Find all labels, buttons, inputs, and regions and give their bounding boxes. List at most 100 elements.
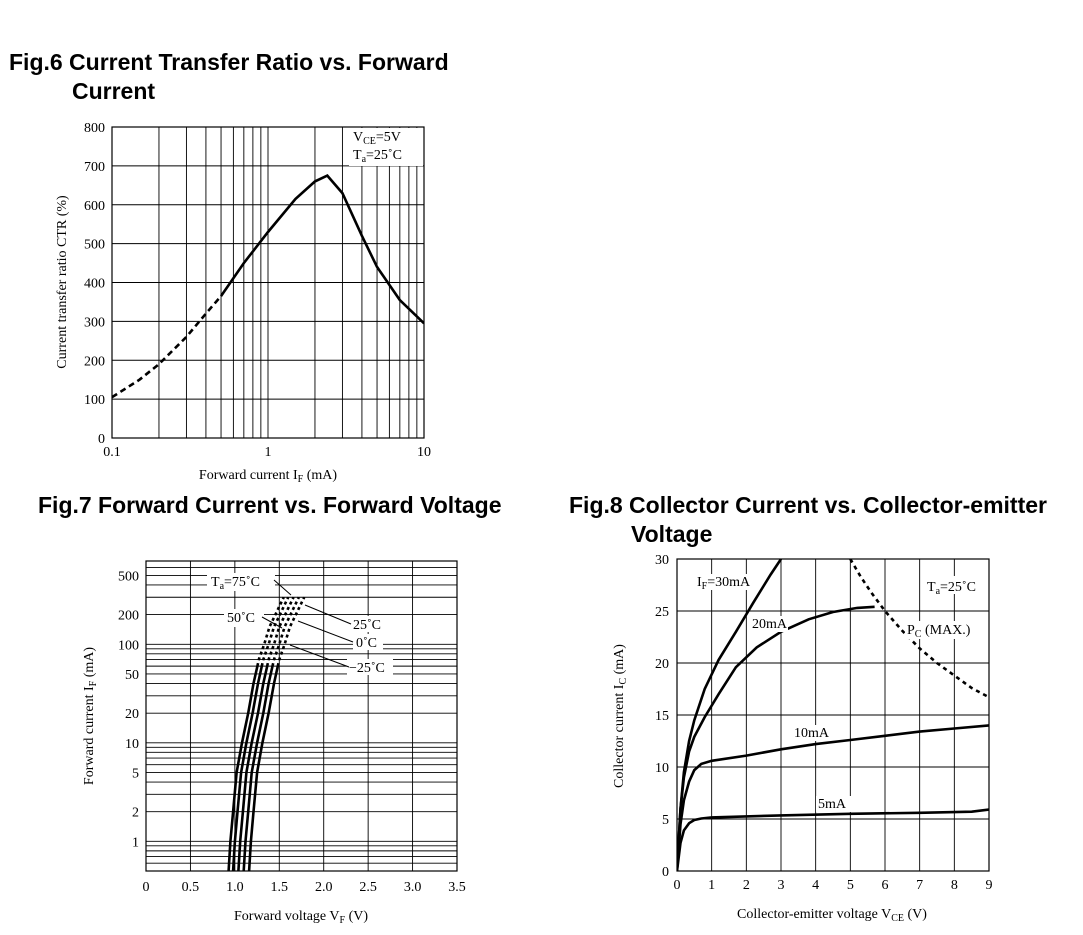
- fig7-series-label-4: −25˚C: [349, 661, 385, 676]
- fig6-xtick-label: 10: [417, 445, 431, 460]
- fig8-series-2: [677, 724, 989, 871]
- fig7-leader-4: [289, 644, 350, 668]
- fig6-grid: [112, 127, 424, 438]
- fig7-ytick-label: 200: [118, 609, 139, 624]
- fig7-chart: 1 2 5 10 20 50 100 200 500 0 0.5 1.0 1.5 2.0 2.5 3.0 3.5…: [82, 560, 466, 926]
- fig7-series-3-solid: [242, 665, 274, 871]
- fig7-series-1-solid: [231, 665, 264, 871]
- fig6-xtick-label: 1: [265, 445, 272, 460]
- fig8-label-bg-1: [750, 616, 788, 632]
- fig8-ytick-label: 10: [655, 761, 669, 776]
- fig8-ytick-label: 20: [655, 657, 669, 672]
- fig7-xtick-label: 0.5: [182, 880, 200, 895]
- fig8-annotation-bg: [924, 576, 986, 594]
- fig7-ytick-label: 100: [118, 638, 139, 653]
- fig7-label-bg-2: [350, 616, 390, 632]
- fig8-xtick-label: 8: [951, 878, 958, 893]
- fig7-xtick-label: 3.5: [448, 880, 466, 895]
- fig7-xtick-label: 3.0: [404, 880, 422, 895]
- fig7-series-label-0: Ta=75˚C: [211, 575, 260, 592]
- fig8-title-line2: Voltage: [631, 521, 713, 547]
- fig8-title: Fig.8 Collector Current vs. Collector-em…: [569, 492, 1047, 547]
- fig8-series-label-1: 20mA: [752, 617, 788, 632]
- fig7-title: Fig.7 Forward Current vs. Forward Voltag…: [38, 492, 502, 518]
- fig7-ylabel: Forward current IF (mA): [82, 647, 99, 785]
- fig7-series-label-3: 0˚C: [356, 636, 377, 651]
- fig8-grid: [677, 559, 989, 871]
- fig7-series-label-1: 50˚C: [227, 611, 255, 626]
- fig6-ytick-label: 0: [98, 432, 105, 447]
- fig8-label-bg-2: [792, 725, 830, 741]
- fig8-xtick-label: 7: [916, 878, 923, 893]
- fig8-ytick-label: 0: [662, 865, 669, 880]
- fig7-xtick-label: 1.5: [271, 880, 289, 895]
- fig6-frame: [111, 126, 425, 439]
- fig8-ytick-label: 25: [655, 605, 669, 620]
- fig6-annotation-0: VCE=5V: [353, 130, 401, 147]
- fig6-series-dashed: [112, 295, 222, 399]
- fig7-label-bg-0: [207, 573, 275, 591]
- fig8-label-bg-0: [695, 574, 753, 590]
- fig8-pc-label: PC (MAX.): [907, 623, 971, 640]
- fig6-title-line2: Current: [72, 78, 156, 104]
- fig8-label-bg-3: [816, 796, 854, 812]
- fig6-ylabel: Current transfer ratio CTR (%): [55, 195, 70, 369]
- fig8-xtick-label: 6: [882, 878, 889, 893]
- fig7-label-bg-3: [353, 634, 383, 650]
- fig8-xtick-label: 3: [778, 878, 785, 893]
- fig7-series-4-solid: [247, 665, 280, 871]
- fig7-leader-2: [304, 604, 352, 625]
- fig8-ytick-label: 30: [655, 553, 669, 568]
- fig7-ytick-label: 50: [125, 668, 139, 683]
- fig6-ytick-label: 200: [84, 354, 105, 369]
- fig7-series-0-solid: [227, 665, 259, 871]
- fig7-ytick-label: 5: [132, 766, 139, 781]
- fig8-xlabel: Collector-emitter voltage VCE (V): [737, 907, 927, 924]
- fig8-annotation: Ta=25˚C: [927, 580, 976, 597]
- fig7-xtick-label: 2.0: [315, 880, 333, 895]
- fig7-series-4-dashed: [276, 596, 306, 667]
- fig7-grid: [146, 561, 457, 871]
- fig8-xtick-label: 5: [847, 878, 854, 893]
- fig7-xlabel: Forward voltage VF (V): [234, 909, 368, 926]
- fig7-ytick-label: 20: [125, 707, 139, 722]
- fig8-xtick-label: 4: [812, 878, 819, 893]
- fig7-label-bg-1: [224, 609, 264, 627]
- fig8-frame: [676, 558, 990, 872]
- fig7-label-bg-4: [347, 659, 393, 675]
- fig7-leader-3: [297, 620, 354, 643]
- fig7-series-2-solid: [237, 665, 269, 871]
- fig7-ytick-label: 500: [118, 569, 139, 584]
- fig8-ytick-label: 15: [655, 709, 669, 724]
- fig8-series-1: [677, 605, 875, 871]
- fig8-series-3: [677, 808, 989, 871]
- fig8-xtick-label: 9: [986, 878, 993, 893]
- fig6-ytick-label: 300: [84, 315, 105, 330]
- fig7-ytick-label: 2: [132, 806, 139, 821]
- fig8-xtick-label: 1: [708, 878, 715, 893]
- fig6-ytick-label: 400: [84, 277, 105, 292]
- fig7-series-0-dashed: [256, 596, 285, 667]
- fig8-series-label-0: IF=30mA: [697, 575, 751, 592]
- fig6-ytick-label: 600: [84, 199, 105, 214]
- fig7-xtick-label: 1.0: [226, 880, 244, 895]
- fig7-series-label-2: 25˚C: [353, 618, 381, 633]
- fig6-series-solid: [219, 174, 424, 325]
- fig8-xtick-label: 2: [743, 878, 750, 893]
- fig8-xtick-label: 0: [674, 878, 681, 893]
- fig8-series-label-3: 5mA: [818, 797, 847, 812]
- fig8-ylabel-group: Collector current IC (mA): [612, 644, 629, 788]
- fig7-frame: [145, 560, 458, 872]
- fig7-xtick-label: 0: [143, 880, 150, 895]
- fig7-ylabel-group: Forward current IF (mA): [82, 647, 99, 785]
- fig6-title: Fig.6 Current Transfer Ratio vs. Forward…: [9, 49, 449, 104]
- fig6-ytick-label: 800: [84, 121, 105, 136]
- fig6-xtick-label: 0.1: [103, 445, 121, 460]
- fig8-ylabel: Collector current IC (mA): [612, 644, 629, 788]
- fig7-leader-0: [273, 579, 292, 596]
- fig8-pc-label-bg: [905, 621, 977, 639]
- fig8-ytick-label: 5: [662, 813, 669, 828]
- fig8-chart: 0 5 10 15 20 25 30 0 1 2 3 4 5 6 7 8 9 Collector-emitter …: [612, 553, 993, 924]
